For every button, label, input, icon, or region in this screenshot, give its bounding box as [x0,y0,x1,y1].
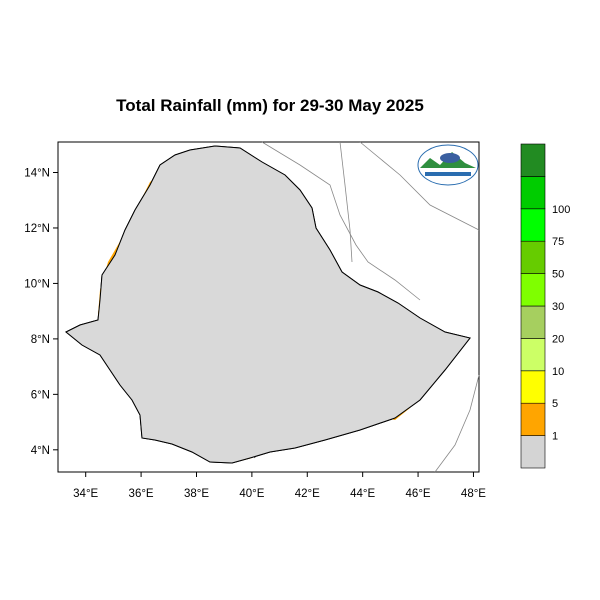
neighbor-borders [261,141,480,473]
map-title: Total Rainfall (mm) for 29-30 May 2025 [116,96,424,115]
colorbar-label: 50 [552,269,564,281]
colorbar-label: 10 [552,366,564,378]
lon-tick-label: 40°E [239,488,264,500]
longitude-axis: 34°E 36°E 38°E 40°E 42°E 44°E 46°E 48°E [73,472,486,500]
colorbar-box [520,435,546,469]
colorbar-box [520,370,546,404]
ethiopian-meteorological-institute-logo [417,144,479,186]
colorbar-label: 1 [552,431,558,443]
lat-tick-label: 10°N [24,278,50,290]
colorbar-box [520,305,546,339]
colorbar-box [520,338,546,372]
colorbar-label: 20 [552,333,564,345]
colorbar-box [520,273,546,307]
lon-tick-label: 44°E [350,488,375,500]
lon-tick-label: 36°E [129,488,154,500]
lat-tick-label: 4°N [31,445,50,457]
lon-tick-label: 34°E [73,488,98,500]
lon-tick-label: 48°E [461,488,486,500]
lon-tick-label: 46°E [406,488,431,500]
colorbar-box [520,402,546,436]
lon-tick-label: 42°E [295,488,320,500]
colorbar-box [520,208,546,242]
colorbar: 1 5 10 20 30 50 75 100 [520,143,570,469]
colorbar-box [520,143,546,177]
lat-tick-label: 8°N [31,334,50,346]
lat-tick-label: 6°N [31,389,50,401]
lon-tick-label: 38°E [184,488,209,500]
colorbar-label: 30 [552,301,564,313]
colorbar-label: 100 [552,204,570,216]
colorbar-label: 75 [552,236,564,248]
colorbar-box [520,176,546,210]
lat-tick-label: 14°N [24,168,50,180]
lat-tick-label: 12°N [24,223,50,235]
latitude-axis: 14°N 12°N 10°N 8°N 6°N 4°N [24,168,58,457]
colorbar-box [520,240,546,274]
colorbar-label: 5 [552,398,558,410]
